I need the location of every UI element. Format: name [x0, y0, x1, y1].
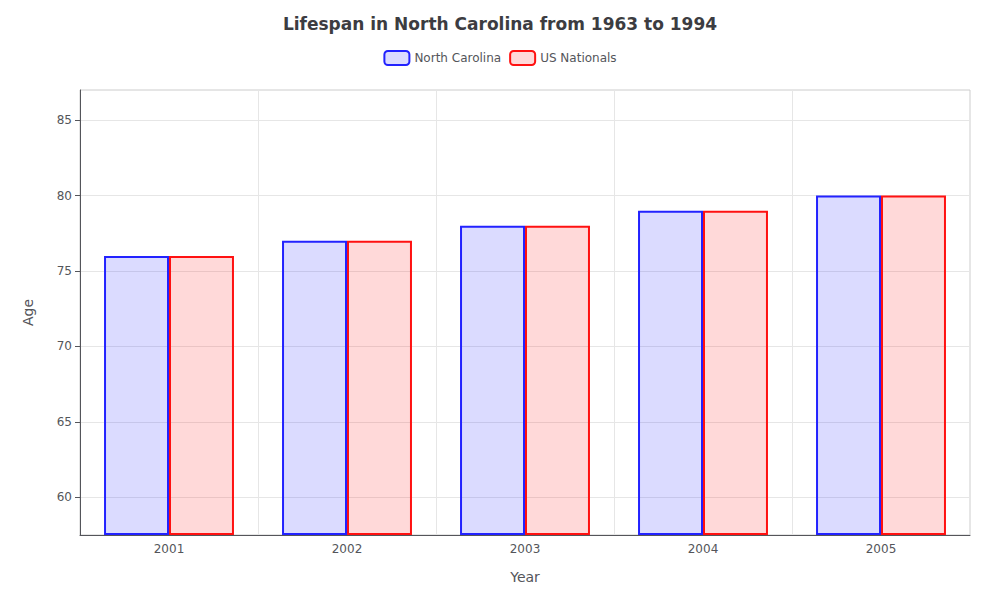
svg-text:North Carolina: North Carolina — [414, 51, 501, 65]
svg-text:US Nationals: US Nationals — [540, 51, 616, 65]
svg-text:70: 70 — [57, 339, 72, 353]
svg-text:2005: 2005 — [866, 542, 897, 556]
svg-text:Year: Year — [509, 569, 540, 585]
svg-text:75: 75 — [57, 264, 72, 278]
svg-text:2004: 2004 — [688, 542, 719, 556]
svg-text:65: 65 — [57, 415, 72, 429]
svg-text:2002: 2002 — [332, 542, 363, 556]
svg-text:2003: 2003 — [510, 542, 541, 556]
svg-text:Age: Age — [20, 299, 36, 326]
svg-text:Lifespan in North Carolina fro: Lifespan in North Carolina from 1963 to … — [283, 14, 717, 34]
svg-text:85: 85 — [57, 113, 72, 127]
svg-text:2001: 2001 — [154, 542, 185, 556]
svg-text:60: 60 — [57, 490, 72, 504]
svg-text:80: 80 — [57, 189, 72, 203]
